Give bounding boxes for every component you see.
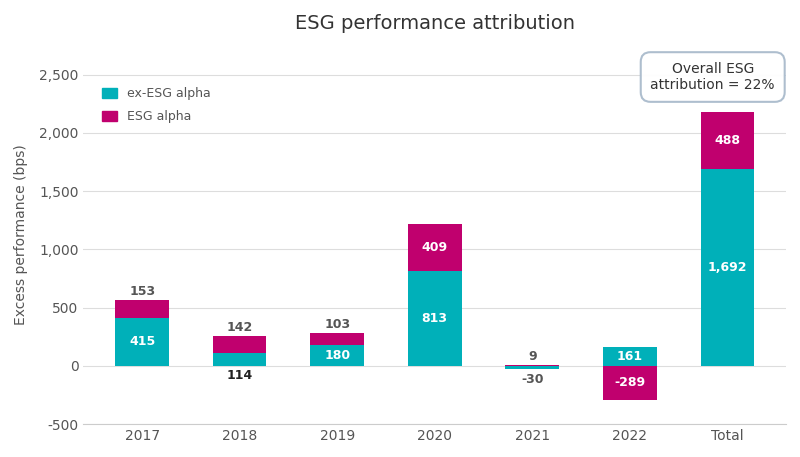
Y-axis label: Excess performance (bps): Excess performance (bps): [14, 144, 28, 325]
Legend: ex-ESG alpha, ESG alpha: ex-ESG alpha, ESG alpha: [97, 82, 215, 128]
Text: 488: 488: [714, 134, 740, 147]
Bar: [408, 271, 462, 366]
Text: 153: 153: [129, 285, 155, 298]
Text: 415: 415: [129, 335, 155, 348]
Bar: [115, 318, 169, 366]
Text: 813: 813: [422, 312, 448, 325]
Text: 142: 142: [226, 321, 253, 334]
Bar: [701, 169, 754, 366]
Bar: [408, 223, 462, 271]
Bar: [213, 336, 266, 353]
Text: 9: 9: [528, 350, 537, 363]
Text: 161: 161: [617, 350, 643, 363]
Bar: [310, 333, 364, 345]
Text: 409: 409: [422, 241, 448, 254]
Text: Overall ESG
attribution = 22%: Overall ESG attribution = 22%: [650, 62, 775, 92]
Title: ESG performance attribution: ESG performance attribution: [294, 14, 574, 33]
Text: -289: -289: [614, 376, 646, 389]
Bar: [213, 353, 266, 366]
Text: 1,692: 1,692: [707, 261, 747, 274]
Bar: [506, 366, 559, 370]
Bar: [506, 365, 559, 366]
Text: 180: 180: [324, 349, 350, 362]
Bar: [603, 366, 657, 400]
Text: -30: -30: [521, 373, 543, 386]
Bar: [115, 300, 169, 318]
Bar: [701, 112, 754, 169]
Bar: [603, 347, 657, 366]
Text: 103: 103: [324, 318, 350, 331]
Text: 114: 114: [226, 369, 253, 382]
Bar: [310, 345, 364, 366]
